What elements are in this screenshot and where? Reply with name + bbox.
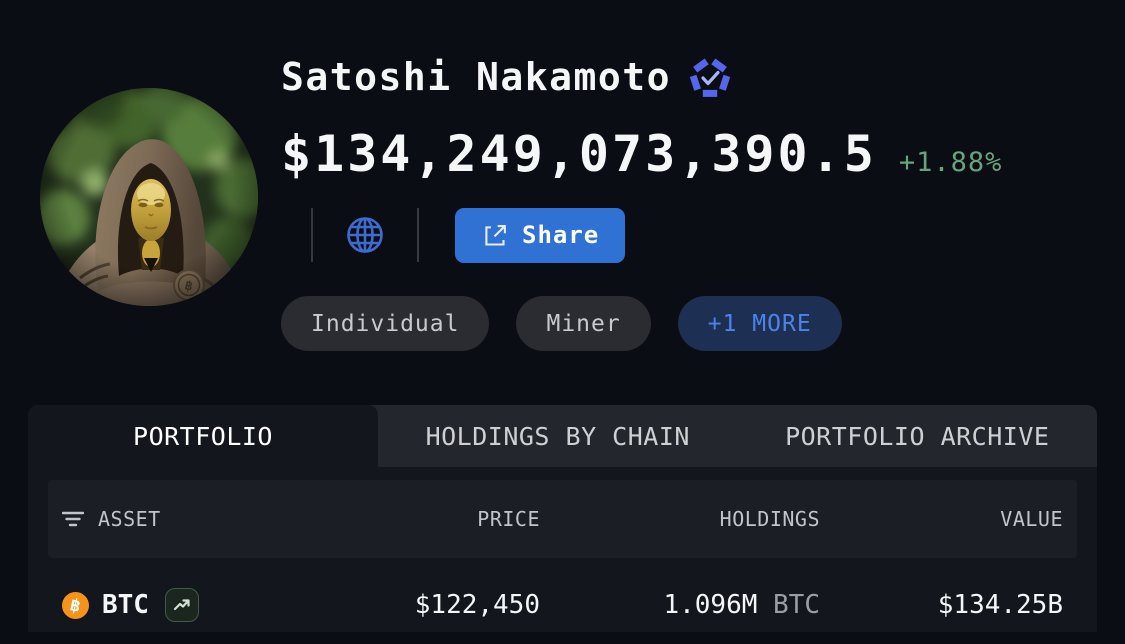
profile-actions: Share xyxy=(311,207,1002,263)
profile-avatar: ฿ xyxy=(40,88,258,306)
asset-price: $122,450 xyxy=(414,590,540,620)
divider xyxy=(417,208,419,262)
website-button[interactable] xyxy=(313,207,417,263)
tag-miner[interactable]: Miner xyxy=(516,296,651,351)
profile-name: Satoshi Nakamoto xyxy=(281,55,672,99)
satoshi-statue-image: ฿ xyxy=(40,88,258,306)
tag-more-button[interactable]: +1 MORE xyxy=(677,296,842,351)
column-header-asset[interactable]: ASSET xyxy=(98,507,161,531)
portfolio-total-value: $134,249,073,390.5 xyxy=(281,125,877,183)
divider xyxy=(311,208,313,262)
column-header-value[interactable]: VALUE xyxy=(1000,507,1063,531)
name-row: Satoshi Nakamoto xyxy=(281,55,1002,99)
asset-holdings: 1.096M BTC xyxy=(663,590,820,620)
holdings-amount: 1.096M xyxy=(663,590,758,620)
column-header-price[interactable]: PRICE xyxy=(477,507,540,531)
profile-tags: Individual Miner +1 MORE xyxy=(281,296,1002,351)
tab-portfolio[interactable]: PORTFOLIO xyxy=(28,405,378,467)
share-button-label: Share xyxy=(522,221,600,249)
tab-portfolio-archive[interactable]: PORTFOLIO ARCHIVE xyxy=(738,405,1098,467)
share-button[interactable]: Share xyxy=(455,207,626,263)
holdings-table-header: ASSET PRICE HOLDINGS VALUE xyxy=(48,480,1077,558)
filter-icon[interactable] xyxy=(62,510,84,528)
btc-coin-icon: ฿ xyxy=(61,591,90,619)
asset-value: $134.25B xyxy=(937,590,1063,620)
portfolio-tabs: PORTFOLIO HOLDINGS BY CHAIN PORTFOLIO AR… xyxy=(28,405,1097,467)
profile-header: Satoshi Nakamoto $134,249,073,390.5 +1.8… xyxy=(281,55,1002,351)
portfolio-value-row: $134,249,073,390.5 +1.88% xyxy=(281,125,1002,183)
column-header-holdings[interactable]: HOLDINGS xyxy=(719,507,820,531)
asset-symbol: BTC xyxy=(102,590,149,620)
price-chart-button[interactable] xyxy=(164,588,199,622)
tag-individual[interactable]: Individual xyxy=(281,296,490,351)
table-row-btc[interactable]: ฿ BTC $122,450 1.096M BTC $134.25B xyxy=(48,566,1077,644)
verified-badge-icon xyxy=(689,58,731,97)
portfolio-panel: PORTFOLIO HOLDINGS BY CHAIN PORTFOLIO AR… xyxy=(28,405,1097,632)
tab-holdings-by-chain[interactable]: HOLDINGS BY CHAIN xyxy=(378,405,738,467)
portfolio-change-percent: +1.88% xyxy=(898,147,1003,178)
trending-up-icon xyxy=(173,599,190,611)
globe-icon xyxy=(347,217,383,253)
share-icon xyxy=(485,224,506,246)
